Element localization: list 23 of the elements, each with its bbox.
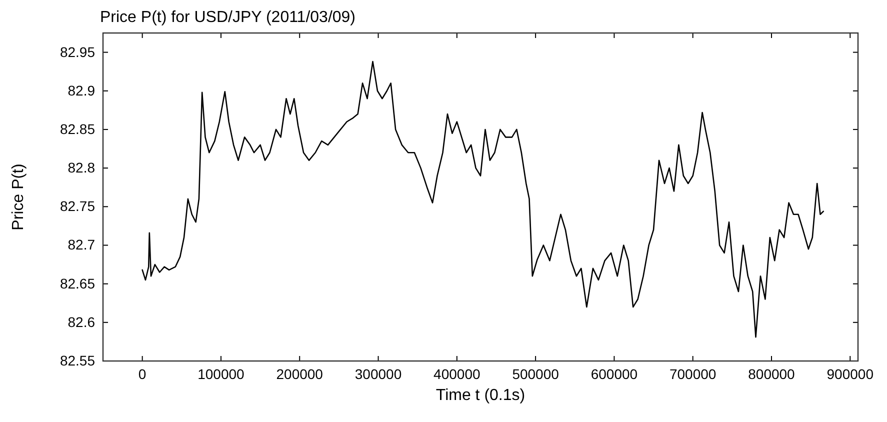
chart-title: Price P(t) for USD/JPY (2011/03/09) bbox=[100, 9, 356, 26]
x-tick-label: 0 bbox=[138, 366, 146, 382]
x-tick-label: 800000 bbox=[748, 366, 796, 382]
line-series bbox=[142, 60, 824, 338]
y-tick-label: 82.7 bbox=[68, 236, 96, 253]
x-tick-label: 200000 bbox=[276, 366, 324, 382]
x-tick-label: 500000 bbox=[512, 366, 560, 382]
y-tick-label: 82.75 bbox=[60, 198, 96, 214]
x-tick-label: 300000 bbox=[354, 366, 402, 382]
y-tick-label: 82.9 bbox=[68, 82, 96, 98]
y-tick-label: 82.8 bbox=[68, 160, 96, 176]
y-tick-label: 82.55 bbox=[60, 352, 96, 368]
y-tick-label: 82.85 bbox=[60, 120, 96, 137]
x-tick-label: 400000 bbox=[434, 366, 480, 382]
x-tick-label: 600000 bbox=[590, 366, 638, 382]
x-tick-label: 100000 bbox=[198, 366, 245, 382]
y-axis-title: Price P(t) bbox=[10, 164, 27, 230]
x-tick-label: 700000 bbox=[669, 366, 716, 382]
y-tick-label: 82.6 bbox=[68, 314, 96, 330]
x-tick-label: 900000 bbox=[826, 366, 874, 382]
x-axis-title: Time t (0.1s) bbox=[436, 387, 526, 404]
y-tick-label: 82.65 bbox=[60, 275, 96, 292]
y-tick-label: 82.95 bbox=[60, 44, 96, 60]
